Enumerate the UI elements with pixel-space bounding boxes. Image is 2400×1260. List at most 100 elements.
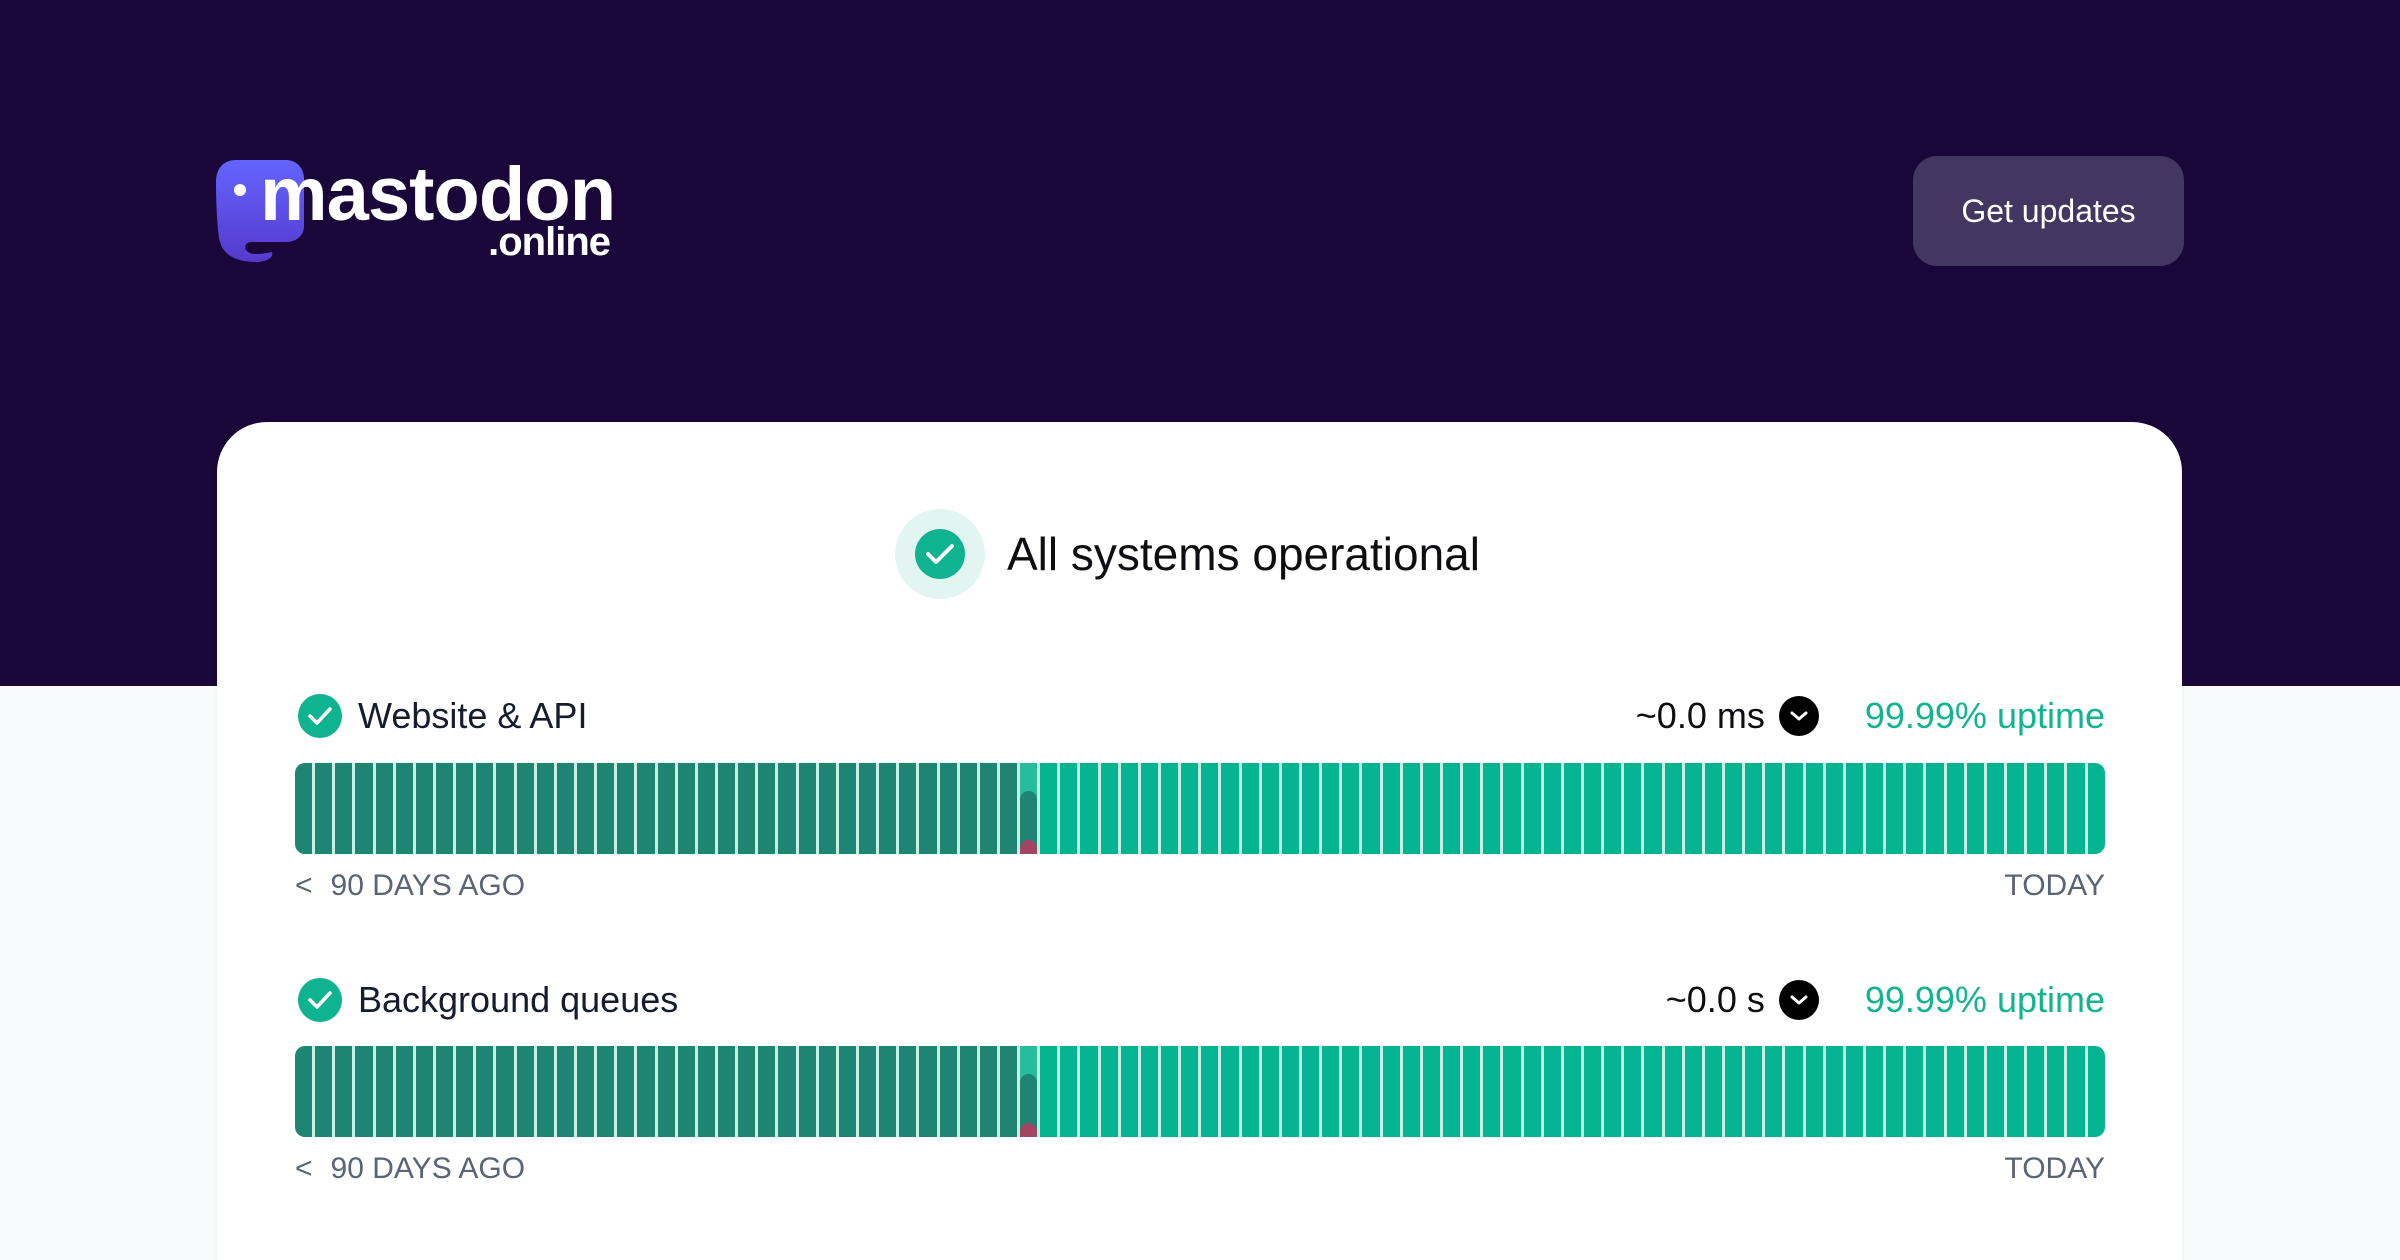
uptime-day-segment[interactable] — [476, 1046, 497, 1137]
uptime-day-segment[interactable] — [2087, 763, 2105, 854]
uptime-day-segment[interactable] — [2067, 763, 2088, 854]
chevron-down-icon[interactable] — [1778, 696, 1819, 736]
uptime-day-segment[interactable] — [1100, 763, 1121, 854]
uptime-day-segment[interactable] — [838, 1046, 859, 1137]
uptime-day-segment[interactable] — [496, 1046, 517, 1137]
uptime-day-segment[interactable] — [959, 1046, 980, 1137]
uptime-day-segment[interactable] — [2027, 763, 2048, 854]
uptime-day-segment[interactable] — [1825, 763, 1846, 854]
uptime-day-segment[interactable] — [1543, 1046, 1564, 1137]
uptime-day-segment[interactable] — [295, 1046, 316, 1137]
uptime-day-segment[interactable] — [1261, 1046, 1282, 1137]
uptime-day-segment[interactable] — [758, 763, 779, 854]
uptime-day-segment[interactable] — [858, 763, 880, 854]
uptime-day-segment[interactable] — [999, 763, 1021, 854]
uptime-day-segment[interactable] — [1624, 763, 1645, 854]
uptime-day-segment[interactable] — [818, 1046, 839, 1137]
uptime-day-segment[interactable] — [395, 1046, 416, 1137]
uptime-day-segment[interactable] — [798, 763, 819, 854]
uptime-day-segment[interactable] — [597, 763, 618, 854]
uptime-day-segment[interactable] — [1805, 1046, 1826, 1137]
uptime-day-segment[interactable] — [1865, 1046, 1887, 1137]
uptime-day-segment[interactable] — [617, 1046, 638, 1137]
uptime-day-segment[interactable] — [1402, 763, 1423, 854]
uptime-day-segment[interactable] — [1483, 1046, 1504, 1137]
uptime-day-segment[interactable] — [1080, 1046, 1101, 1137]
uptime-day-segment[interactable] — [1100, 1046, 1121, 1137]
uptime-day-segment[interactable] — [1483, 763, 1504, 854]
uptime-day-segment[interactable] — [1443, 763, 1464, 854]
uptime-day-segment[interactable] — [1845, 1046, 1866, 1137]
uptime-day-segment[interactable] — [1281, 763, 1303, 854]
uptime-day-segment[interactable] — [657, 763, 678, 854]
uptime-day-segment[interactable] — [818, 763, 839, 854]
uptime-day-segment[interactable] — [1986, 1046, 2007, 1137]
uptime-day-segment[interactable] — [717, 1046, 739, 1137]
uptime-day-segment[interactable] — [1523, 1046, 1544, 1137]
uptime-day-segment[interactable] — [1040, 763, 1061, 854]
uptime-day-segment[interactable] — [295, 763, 316, 854]
uptime-day-segment[interactable] — [415, 1046, 436, 1137]
uptime-day-segment[interactable] — [697, 1046, 718, 1137]
uptime-day-segment[interactable] — [2006, 763, 2028, 854]
uptime-day-segment[interactable] — [1382, 763, 1403, 854]
uptime-day-segment[interactable] — [1281, 1046, 1303, 1137]
uptime-day-segment[interactable] — [1644, 763, 1665, 854]
uptime-day-segment[interactable] — [496, 763, 517, 854]
uptime-day-segment[interactable] — [375, 1046, 396, 1137]
uptime-day-segment[interactable] — [637, 763, 658, 854]
uptime-day-segment[interactable] — [576, 1046, 598, 1137]
uptime-day-segment[interactable] — [979, 763, 1000, 854]
uptime-day-segment[interactable] — [556, 1046, 577, 1137]
uptime-day-segment[interactable] — [1422, 763, 1444, 854]
uptime-day-segment[interactable] — [919, 1046, 940, 1137]
uptime-day-segment[interactable] — [1765, 763, 1786, 854]
uptime-day-segment[interactable] — [697, 763, 718, 854]
uptime-day-segment[interactable] — [1745, 763, 1766, 854]
uptime-day-segment[interactable] — [657, 1046, 678, 1137]
uptime-day-segment[interactable] — [1060, 763, 1081, 854]
uptime-day-segment[interactable] — [1342, 1046, 1363, 1137]
uptime-day-segment[interactable] — [2047, 1046, 2068, 1137]
uptime-day-segment[interactable] — [677, 1046, 698, 1137]
uptime-day-segment[interactable] — [1080, 763, 1101, 854]
uptime-day-segment[interactable] — [1886, 1046, 1907, 1137]
uptime-day-segment[interactable] — [979, 1046, 1000, 1137]
chevron-left-icon[interactable]: < — [295, 869, 313, 902]
uptime-day-segment[interactable] — [1926, 1046, 1947, 1137]
uptime-day-segment[interactable] — [939, 763, 960, 854]
uptime-day-segment[interactable] — [1161, 763, 1182, 854]
uptime-day-segment[interactable] — [536, 763, 557, 854]
uptime-day-segment[interactable] — [1422, 1046, 1444, 1137]
uptime-day-segment[interactable] — [1584, 1046, 1605, 1137]
uptime-day-segment[interactable] — [1704, 763, 1725, 854]
uptime-day-segment[interactable] — [1302, 763, 1323, 854]
uptime-day-segment[interactable] — [435, 763, 457, 854]
uptime-day-segment[interactable] — [738, 763, 759, 854]
uptime-day-segment[interactable] — [395, 763, 416, 854]
uptime-day-segment[interactable] — [617, 763, 638, 854]
uptime-day-segment[interactable] — [2027, 1046, 2048, 1137]
uptime-day-segment[interactable] — [476, 763, 497, 854]
uptime-day-segment[interactable] — [1241, 1046, 1262, 1137]
uptime-day-segment[interactable] — [1845, 763, 1866, 854]
uptime-day-segment[interactable] — [456, 1046, 477, 1137]
uptime-day-segment[interactable] — [456, 763, 477, 854]
chevron-down-icon[interactable] — [1778, 980, 1819, 1020]
uptime-day-segment[interactable] — [778, 763, 799, 854]
uptime-day-segment[interactable] — [1362, 763, 1383, 854]
uptime-day-segment[interactable] — [1020, 763, 1041, 854]
uptime-day-segment[interactable] — [1201, 763, 1222, 854]
uptime-day-segment[interactable] — [375, 763, 396, 854]
uptime-day-segment[interactable] — [1966, 1046, 1987, 1137]
chevron-left-icon[interactable]: < — [295, 1152, 313, 1185]
mastodon-online-logo[interactable]: mastodon .online — [216, 152, 616, 268]
uptime-day-segment[interactable] — [999, 1046, 1021, 1137]
uptime-day-segment[interactable] — [1261, 763, 1282, 854]
uptime-day-segment[interactable] — [879, 763, 900, 854]
uptime-day-segment[interactable] — [1664, 1046, 1685, 1137]
uptime-day-segment[interactable] — [1684, 1046, 1705, 1137]
uptime-day-segment[interactable] — [435, 1046, 457, 1137]
uptime-day-segment[interactable] — [1463, 1046, 1484, 1137]
uptime-day-segment[interactable] — [315, 1046, 336, 1137]
